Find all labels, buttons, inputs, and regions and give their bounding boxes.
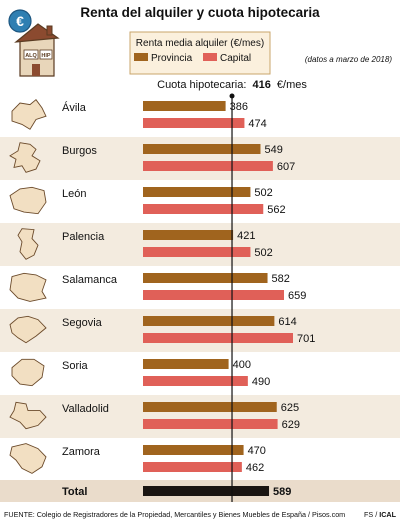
value-label: 614 xyxy=(278,316,296,328)
bar-provincia xyxy=(143,445,244,455)
category-label: Zamora xyxy=(62,446,101,458)
bar-provincia xyxy=(143,316,275,326)
total-label: Total xyxy=(62,486,87,498)
value-label: 502 xyxy=(254,247,272,259)
province-map-icon xyxy=(17,228,39,260)
value-label: 582 xyxy=(272,273,290,285)
legend: Renta media alquiler (€/mes) Provincia C… xyxy=(129,31,271,75)
category-label: Ávila xyxy=(62,101,87,114)
date-note: (datos a marzo de 2018) xyxy=(305,55,392,64)
value-label: 400 xyxy=(233,359,251,371)
reference-marker xyxy=(229,93,235,99)
category-label: Segovia xyxy=(62,317,103,329)
value-label: 625 xyxy=(281,402,299,414)
value-label: 659 xyxy=(288,290,306,302)
legend-swatch-provincia xyxy=(134,53,148,61)
bar-capital xyxy=(143,419,278,429)
legend-heading: Renta media alquiler (€/mes) xyxy=(136,38,264,49)
total-row: Total 589 xyxy=(0,480,400,502)
province-map-icon xyxy=(11,358,45,387)
svg-text:ALQ: ALQ xyxy=(25,53,37,59)
bar-capital xyxy=(143,376,248,386)
category-label: Palencia xyxy=(62,231,105,243)
bar-provincia xyxy=(143,273,268,283)
province-map-icon xyxy=(9,272,47,302)
bar-provincia xyxy=(143,187,251,197)
value-label: 701 xyxy=(297,333,315,345)
province-map-icon xyxy=(9,401,47,430)
province-map-icon xyxy=(11,99,47,130)
row-bands xyxy=(0,137,400,438)
category-labels: Ávila Burgos León Palencia Salamanca Segovia S… xyxy=(62,101,118,458)
value-label: 386 xyxy=(230,101,248,113)
category-label: Burgos xyxy=(62,145,97,157)
value-label: 629 xyxy=(282,419,300,431)
house-euro-icon: ALQ HIP € xyxy=(8,9,60,77)
bar-provincia xyxy=(143,144,261,154)
total-value-label: 589 xyxy=(273,486,291,498)
bar-capital xyxy=(143,161,273,171)
bar-capital xyxy=(143,462,242,472)
row-band xyxy=(0,395,400,438)
province-map-icon xyxy=(9,315,47,344)
province-map-icon xyxy=(9,443,47,474)
credit: FS / ICAL xyxy=(364,510,397,519)
value-label: 462 xyxy=(246,462,264,474)
mortgage-reference-line xyxy=(229,93,235,502)
bars xyxy=(143,101,293,472)
bar-provincia xyxy=(143,402,277,412)
bar-capital xyxy=(143,204,264,214)
category-label: Valladolid xyxy=(62,403,109,415)
value-labels: 3864745496075025624215025826596147014004… xyxy=(230,101,316,474)
mortgage-label: Cuota hipotecaria: 416 €/mes xyxy=(157,79,307,91)
bar-total xyxy=(143,486,270,496)
row-band xyxy=(0,137,400,180)
province-map-icon xyxy=(9,186,47,215)
bar-provincia xyxy=(143,359,229,369)
category-label: Soria xyxy=(62,360,89,372)
bar-capital xyxy=(143,247,251,257)
value-label: 562 xyxy=(267,204,285,216)
value-label: 549 xyxy=(264,144,282,156)
value-label: 490 xyxy=(252,376,270,388)
province-maps xyxy=(9,99,47,474)
value-label: 470 xyxy=(248,445,266,457)
chart-title: Renta del alquiler y cuota hipotecaria xyxy=(80,5,320,20)
row-band xyxy=(0,223,400,266)
legend-swatch-capital xyxy=(203,53,217,61)
row-band xyxy=(0,309,400,352)
value-label: 607 xyxy=(277,161,295,173)
province-map-icon xyxy=(9,142,41,173)
legend-label-provincia: Provincia xyxy=(151,53,193,64)
bar-provincia xyxy=(143,101,226,111)
svg-text:€: € xyxy=(16,13,24,29)
bar-provincia xyxy=(143,230,234,240)
bar-capital xyxy=(143,118,245,128)
bar-capital xyxy=(143,333,293,343)
source-note: FUENTE: Colegio de Registradores de la P… xyxy=(4,510,345,519)
value-label: 502 xyxy=(254,187,272,199)
legend-label-capital: Capital xyxy=(220,53,251,64)
value-label: 421 xyxy=(237,230,255,242)
bar-capital xyxy=(143,290,285,300)
svg-text:HIP: HIP xyxy=(41,53,51,59)
value-label: 474 xyxy=(248,118,266,130)
category-label: Salamanca xyxy=(62,274,118,286)
category-label: León xyxy=(62,188,86,200)
